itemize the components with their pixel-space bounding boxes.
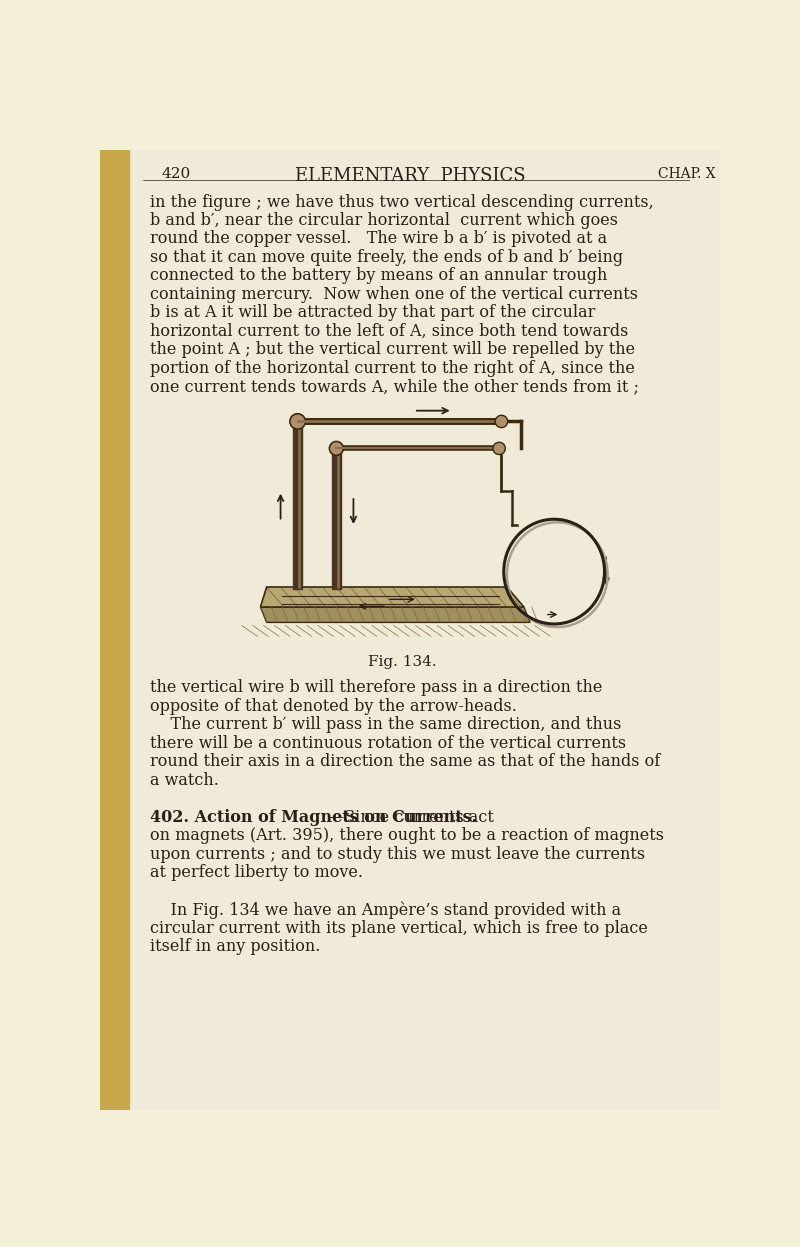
Circle shape (330, 441, 343, 455)
Text: CHAP. X: CHAP. X (658, 167, 716, 181)
Bar (293, 421, 302, 590)
Text: the point A ; but the vertical current will be repelled by the: the point A ; but the vertical current w… (150, 342, 635, 358)
Text: a watch.: a watch. (150, 772, 219, 789)
Text: round the copper vessel.   The wire b a b′ is pivoted at a: round the copper vessel. The wire b a b′… (150, 231, 607, 247)
Text: 420: 420 (162, 167, 191, 181)
Bar (332, 449, 341, 590)
Text: b and b′, near the circular horizontal  current which goes: b and b′, near the circular horizontal c… (150, 212, 618, 229)
Text: so that it can move quite freely, the ends of b and b′ being: so that it can move quite freely, the en… (150, 249, 623, 266)
Text: round their axis in a direction the same as that of the hands of: round their axis in a direction the same… (150, 753, 661, 771)
Text: —Since currents act: —Since currents act (328, 809, 494, 826)
Circle shape (493, 443, 506, 455)
Text: Fig. 134.: Fig. 134. (368, 655, 437, 668)
Circle shape (290, 414, 306, 429)
Text: b is at A it will be attracted by that part of the circular: b is at A it will be attracted by that p… (150, 304, 596, 322)
Text: at perfect liberty to move.: at perfect liberty to move. (150, 864, 363, 882)
Text: ELEMENTARY  PHYSICS: ELEMENTARY PHYSICS (294, 167, 526, 185)
Text: The current b′ will pass in the same direction, and thus: The current b′ will pass in the same dir… (150, 716, 622, 733)
Text: connected to the battery by means of an annular trough: connected to the battery by means of an … (150, 267, 608, 284)
Text: containing mercury.  Now when one of the vertical currents: containing mercury. Now when one of the … (150, 286, 638, 303)
Text: itself in any position.: itself in any position. (150, 938, 321, 955)
Polygon shape (261, 607, 530, 622)
Bar (100, 150, 130, 1110)
Text: In Fig. 134 we have an Ampère’s stand provided with a: In Fig. 134 we have an Ampère’s stand pr… (150, 902, 622, 919)
Circle shape (495, 415, 508, 428)
Text: horizontal current to the left of A, since both tend towards: horizontal current to the left of A, sin… (150, 323, 629, 340)
Text: 402. Action of Magnets on Currents.: 402. Action of Magnets on Currents. (150, 809, 478, 826)
Text: the vertical wire b will therefore pass in a direction the: the vertical wire b will therefore pass … (150, 680, 602, 696)
Polygon shape (261, 587, 524, 607)
Text: on magnets (Art. 395), there ought to be a reaction of magnets: on magnets (Art. 395), there ought to be… (150, 827, 664, 844)
Text: in the figure ; we have thus two vertical descending currents,: in the figure ; we have thus two vertica… (150, 193, 654, 211)
Text: portion of the horizontal current to the right of A, since the: portion of the horizontal current to the… (150, 360, 635, 377)
Text: circular current with its plane vertical, which is free to place: circular current with its plane vertical… (150, 919, 648, 936)
Text: there will be a continuous rotation of the vertical currents: there will be a continuous rotation of t… (150, 734, 626, 752)
Text: upon currents ; and to study this we must leave the currents: upon currents ; and to study this we mus… (150, 845, 646, 863)
Text: one current tends towards A, while the other tends from it ;: one current tends towards A, while the o… (150, 378, 639, 395)
Text: opposite of that denoted by the arrow-heads.: opposite of that denoted by the arrow-he… (150, 698, 518, 715)
